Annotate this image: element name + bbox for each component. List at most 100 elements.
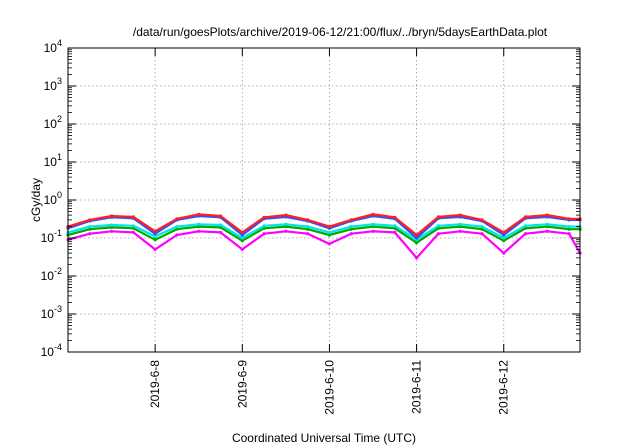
series-point <box>436 215 440 219</box>
series-point <box>306 227 310 231</box>
series-point <box>88 225 92 229</box>
series-point <box>436 232 440 236</box>
y-tick-label: 101 <box>44 152 62 169</box>
series-point <box>502 251 506 255</box>
series-point <box>480 227 484 231</box>
series-point <box>371 222 375 226</box>
series-point <box>393 224 397 228</box>
y-tick-label: 102 <box>44 114 62 131</box>
series-point <box>480 218 484 222</box>
series-point <box>131 230 135 234</box>
series-point <box>371 212 375 216</box>
series-point <box>349 218 353 222</box>
series-point <box>523 224 528 228</box>
series-point <box>262 232 266 236</box>
series-point <box>545 213 549 217</box>
series-point <box>284 213 288 217</box>
series-point <box>131 215 135 219</box>
y-tick-label: 10-3 <box>41 304 62 321</box>
series-point <box>349 227 353 231</box>
series-point <box>131 226 135 230</box>
series-point <box>284 229 288 233</box>
series-point <box>153 229 157 233</box>
series-layer <box>66 212 582 260</box>
series-point <box>567 217 571 221</box>
y-tick-labels: 10-4 10-3 10-2 10-1 100 101 102 103 104 <box>41 38 62 359</box>
series-point <box>131 224 135 228</box>
series-point <box>240 247 244 251</box>
series-point <box>393 230 397 234</box>
series-point <box>197 225 201 229</box>
x-tick-label: 2019-6-12 <box>497 360 511 415</box>
series-point <box>415 241 419 245</box>
series-point <box>415 233 419 237</box>
series-point <box>88 232 92 236</box>
series-point <box>153 238 157 242</box>
series-point <box>218 230 223 234</box>
y-tick-label: 10-4 <box>41 342 62 359</box>
series-point <box>545 229 549 233</box>
series-point <box>284 225 288 229</box>
series-point <box>306 232 310 236</box>
tick-layer <box>68 47 580 353</box>
series-point <box>567 225 571 229</box>
series-point <box>502 239 506 243</box>
series-point <box>371 229 375 233</box>
series-point <box>306 225 310 229</box>
series-point <box>545 225 549 229</box>
series-point <box>240 230 244 234</box>
series-point <box>458 213 462 217</box>
series-point <box>502 233 506 237</box>
series-point <box>349 232 353 236</box>
series-point <box>88 218 92 222</box>
grid-layer <box>68 48 580 352</box>
series-point <box>327 230 331 234</box>
series-point <box>523 215 528 219</box>
y-tick-label: 104 <box>44 38 62 55</box>
series-point <box>502 236 506 240</box>
series-point <box>153 232 157 236</box>
series-point <box>110 229 114 233</box>
series-point <box>240 239 244 243</box>
series-point <box>545 222 549 226</box>
x-tick-label: 2019-6-10 <box>322 360 336 415</box>
series-point <box>197 222 201 226</box>
series-point <box>480 225 484 229</box>
series-point <box>218 214 223 218</box>
series-point <box>306 218 310 222</box>
series-point <box>349 225 353 229</box>
x-tick-label: 2019-6-11 <box>410 360 424 414</box>
series-point <box>175 233 179 237</box>
y-tick-label: 10-1 <box>41 228 62 245</box>
series-point <box>327 225 331 229</box>
series-point <box>197 229 201 233</box>
series-point <box>218 223 223 227</box>
x-tick-labels: 2019-6-8 2019-6-9 2019-6-10 2019-6-11 2019-6… <box>148 360 511 415</box>
x-tick-label: 2019-6-9 <box>235 360 249 408</box>
x-axis-title: Coordinated Universal Time (UTC) <box>232 431 416 445</box>
series-point <box>262 224 266 228</box>
series-point <box>240 233 244 237</box>
series-point <box>284 222 288 226</box>
series-point <box>458 222 462 226</box>
series-point <box>523 232 528 236</box>
chart-title: /data/run/goesPlots/archive/2019-06-12/2… <box>133 25 548 39</box>
series-point <box>88 227 92 231</box>
y-axis-title: cGy/day <box>29 178 43 222</box>
series-point <box>393 215 397 219</box>
series-point <box>110 214 114 218</box>
series-point <box>262 215 266 219</box>
series-point <box>240 236 244 240</box>
y-tick-label: 100 <box>44 190 62 207</box>
series-point <box>197 212 201 216</box>
series-point <box>371 225 375 229</box>
series-point <box>480 232 484 236</box>
series-point <box>436 224 440 228</box>
series-point <box>415 236 419 240</box>
series-point <box>458 225 462 229</box>
series-point <box>327 242 331 246</box>
series-point <box>175 225 179 229</box>
series-point <box>415 256 419 260</box>
y-tick-label: 10-2 <box>41 266 62 283</box>
